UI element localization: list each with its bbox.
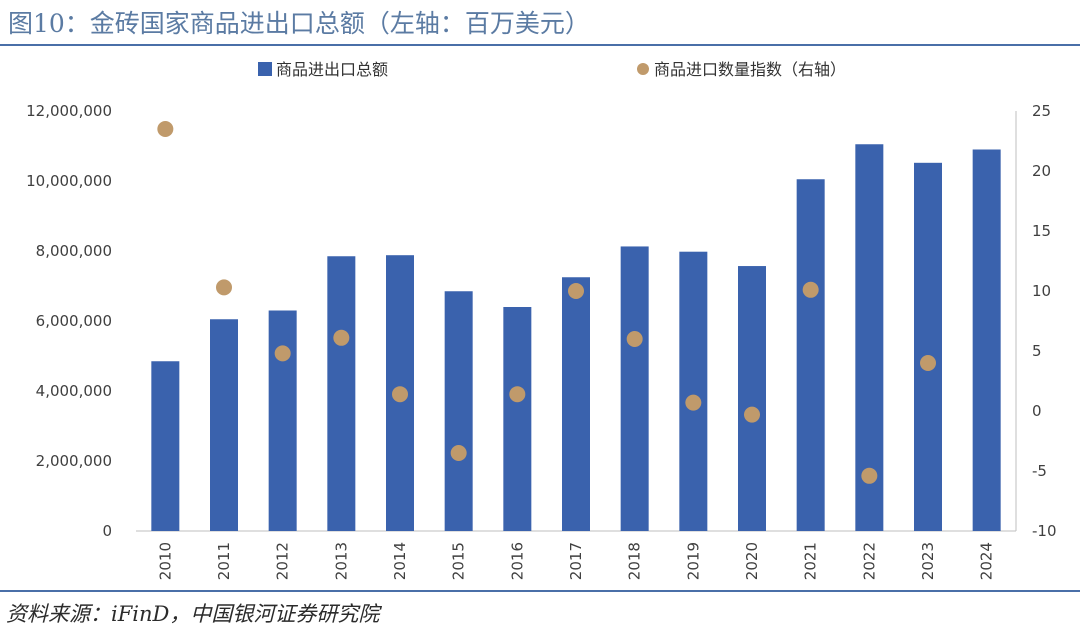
scatter-point	[568, 283, 584, 299]
right-axis-tick-label: -5	[1032, 462, 1047, 480]
scatter-point	[157, 121, 174, 137]
bar	[855, 144, 884, 531]
x-axis-tick-label: 2012	[274, 542, 292, 580]
legend: 商品进出口总额 商品进口数量指数（右轴）	[258, 60, 846, 79]
right-axis-tick-label: 10	[1032, 282, 1051, 300]
x-axis-tick-label: 2015	[450, 542, 468, 580]
bar	[972, 149, 1001, 531]
scatter-point	[392, 386, 408, 403]
scatter-point	[744, 406, 760, 423]
x-axis-tick-label: 2010	[156, 542, 174, 580]
scatter-point	[333, 329, 350, 346]
x-axis-tick-label: 2013	[332, 542, 350, 580]
scatter-point	[685, 394, 702, 411]
x-axis-labels: 2010 2011 2012 2013 2014 2015 2016 2017 2018 2019…	[156, 542, 995, 580]
right-axis-tick-label: 25	[1032, 102, 1051, 120]
legend-dot-swatch	[637, 63, 649, 75]
left-axis-tick-label: 0	[102, 522, 112, 540]
x-axis-tick-label: 2017	[567, 542, 585, 580]
x-axis-tick-label: 2018	[626, 542, 644, 580]
left-axis-tick-label: 2,000,000	[36, 452, 112, 470]
scatter-point	[920, 355, 936, 371]
right-axis-tick-label: -10	[1032, 522, 1057, 540]
x-axis-tick-label: 2011	[215, 542, 233, 580]
chart: 商品进出口总额 商品进口数量指数（右轴） 2010 2011 2012 2013 201…	[26, 60, 1056, 580]
bar	[914, 162, 942, 532]
chart-title: 图10：金砖国家商品进出口总额（左轴：百万美元）	[8, 9, 590, 38]
source-note: 资料来源：iFinD，中国银河证券研究院	[6, 602, 380, 626]
scatter-point	[274, 345, 291, 362]
scatter-point	[216, 279, 232, 296]
bar	[327, 256, 356, 531]
dot-series	[157, 121, 936, 484]
left-axis-tick-label: 10,000,000	[26, 172, 112, 190]
legend-bar-label: 商品进出口总额	[276, 60, 388, 79]
y-axis-labels: 0 2,000,000 4,000,000 6,000,000 8,000,000 10,…	[26, 102, 1056, 540]
right-axis-tick-label: 20	[1032, 162, 1051, 180]
bar	[562, 277, 590, 531]
bar	[268, 310, 297, 531]
left-axis-tick-label: 8,000,000	[36, 242, 112, 260]
bar	[210, 319, 238, 531]
bar	[503, 307, 532, 531]
x-axis-tick-label: 2023	[919, 542, 937, 580]
x-axis-tick-label: 2024	[978, 542, 996, 580]
legend-dot-label: 商品进口数量指数（右轴）	[654, 60, 846, 79]
scatter-point	[861, 467, 878, 484]
legend-bar-swatch	[258, 62, 272, 76]
bar	[796, 179, 825, 531]
scatter-point	[509, 386, 526, 403]
footer-divider	[0, 590, 1080, 592]
scatter-point	[802, 281, 819, 298]
scatter-point	[450, 445, 467, 461]
x-axis-tick-label: 2022	[860, 542, 878, 580]
x-axis-tick-label: 2021	[802, 542, 820, 580]
x-axis-tick-label: 2014	[391, 542, 409, 580]
left-axis-tick-label: 6,000,000	[36, 312, 112, 330]
scatter-point	[626, 331, 643, 347]
x-axis-tick-label: 2019	[684, 542, 702, 580]
bar	[738, 266, 766, 531]
x-axis-tick-label: 2020	[743, 542, 761, 580]
right-axis-tick-label: 0	[1032, 402, 1042, 420]
bar	[444, 291, 473, 531]
bar	[620, 246, 649, 531]
x-axis-tick-label: 2016	[508, 542, 526, 580]
bar	[679, 251, 708, 531]
left-axis-tick-label: 12,000,000	[26, 102, 112, 120]
bar	[151, 361, 180, 531]
right-axis-tick-label: 5	[1032, 342, 1042, 360]
title-divider	[0, 44, 1080, 46]
right-axis-tick-label: 15	[1032, 222, 1051, 240]
left-axis-tick-label: 4,000,000	[36, 382, 112, 400]
